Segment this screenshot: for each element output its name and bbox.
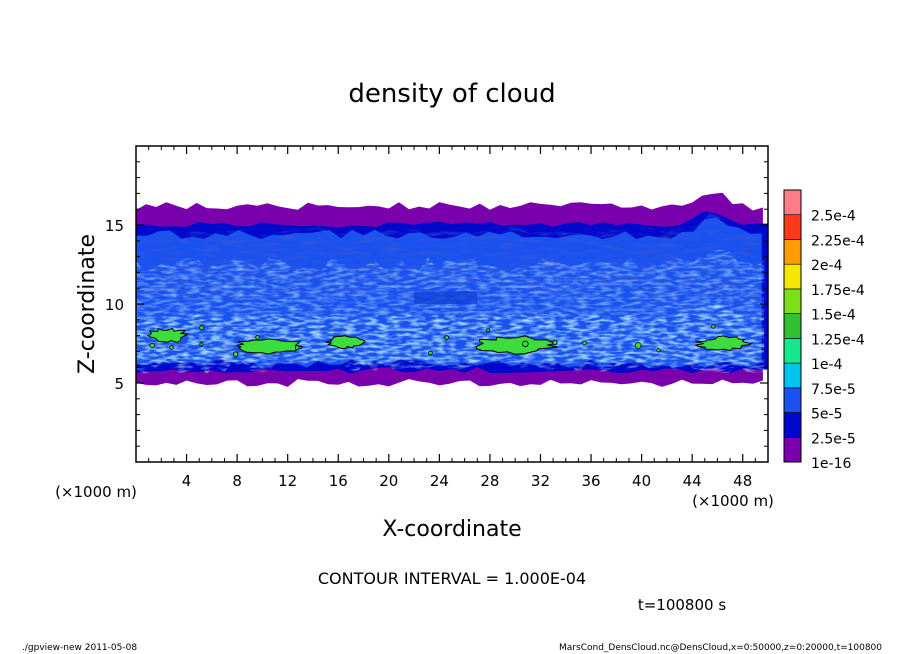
- contour-speck: [149, 342, 155, 349]
- contour-speck: [255, 335, 260, 340]
- colorbar-swatch: [783, 313, 802, 339]
- x-tick-label: 12: [278, 472, 297, 490]
- colorbar-swatch: [783, 338, 802, 364]
- contour-speck: [199, 325, 205, 331]
- x-tick-label: 4: [182, 472, 192, 490]
- colorbar-swatch: [783, 436, 802, 463]
- x-tick-label: 16: [329, 472, 348, 490]
- y-tick-label: 5: [114, 375, 124, 393]
- contour-speck: [656, 348, 661, 353]
- colorbar-label: 2e-4: [811, 258, 843, 274]
- colorbar-swatch: [783, 288, 802, 314]
- colorbar-frame: [783, 189, 802, 463]
- colorbar-swatch: [783, 214, 802, 240]
- y-axis-label: Z-coordinate: [75, 234, 100, 374]
- colorbar-swatch: [783, 263, 802, 290]
- y-unit-label: (×1000 m): [55, 483, 137, 501]
- colorbar-label: 1.25e-4: [811, 332, 865, 348]
- x-axis-label: X-coordinate: [382, 517, 521, 542]
- colorbar-label: 7.5e-5: [811, 382, 856, 398]
- contour-patch: [146, 327, 190, 343]
- contour-patch: [325, 335, 366, 350]
- colorbar-swatch: [783, 239, 802, 265]
- contour-speck: [711, 324, 716, 329]
- contour-speck: [486, 328, 491, 333]
- colorbar-label: 2.5e-5: [811, 431, 856, 447]
- contour-speck: [428, 350, 433, 356]
- colorbar-label: 2.25e-4: [811, 233, 865, 249]
- x-tick-label: 40: [632, 472, 651, 490]
- x-tick-label: 8: [232, 472, 242, 490]
- x-tick-label: 48: [733, 472, 752, 490]
- colorbar-label: 2.5e-4: [811, 209, 856, 225]
- colorbar-label: 1e-16: [811, 456, 851, 472]
- heatmap-field: [136, 192, 768, 387]
- contour-interval-text: CONTOUR INTERVAL = 1.000E-04: [318, 569, 586, 588]
- contour-speck: [634, 342, 642, 349]
- contour-speck: [199, 342, 204, 347]
- y-tick-label: 15: [105, 217, 124, 235]
- contour-speck: [582, 340, 587, 346]
- x-tick-label: 20: [379, 472, 398, 490]
- colorbar-swatch: [783, 412, 802, 438]
- contour-speck: [522, 340, 529, 348]
- colorbar: 1e-16 2.5e-5 5e-5 7.5e-5 1e-4 1.25e-4 1.5e-4 1.…: [783, 189, 865, 472]
- contour-speck: [294, 345, 300, 350]
- dark-streak: [414, 291, 478, 304]
- x-tick-label: 28: [480, 472, 499, 490]
- contour-patch: [475, 335, 558, 355]
- x-tick-label: 24: [430, 472, 449, 490]
- colorbar-label: 1e-4: [811, 357, 843, 373]
- contour-speck: [232, 351, 239, 357]
- x-tick-label: 32: [531, 472, 550, 490]
- contour-patch: [694, 335, 754, 352]
- y-tick-label: 10: [105, 296, 124, 314]
- contour-speck: [444, 335, 449, 340]
- time-text: t=100800 s: [638, 596, 726, 614]
- footer-right: MarsCond_DensCloud.nc@DensCloud,x=0:5000…: [559, 643, 882, 653]
- chart-title: density of cloud: [348, 79, 555, 109]
- colorbar-swatch: [783, 387, 802, 413]
- contour-speck: [552, 340, 558, 346]
- x-axis-ticks: 4 8 12 16 20 24 28 32 36 40 44 48: [148, 146, 756, 490]
- footer-left: ./gpview-new 2011-05-08: [22, 643, 137, 653]
- colorbar-label: 1.5e-4: [811, 308, 856, 324]
- colorbar-swatch: [783, 362, 802, 389]
- colorbar-swatch: [783, 189, 802, 216]
- x-tick-label: 44: [683, 472, 702, 490]
- y-axis-ticks: 5 10 15: [105, 161, 768, 447]
- x-unit-label: (×1000 m): [692, 492, 774, 510]
- contour-speck: [169, 345, 174, 350]
- contour-patch: [236, 338, 303, 355]
- colorbar-label: 5e-5: [811, 407, 842, 423]
- colorbar-label: 1.75e-4: [811, 283, 865, 299]
- x-tick-label: 36: [581, 472, 600, 490]
